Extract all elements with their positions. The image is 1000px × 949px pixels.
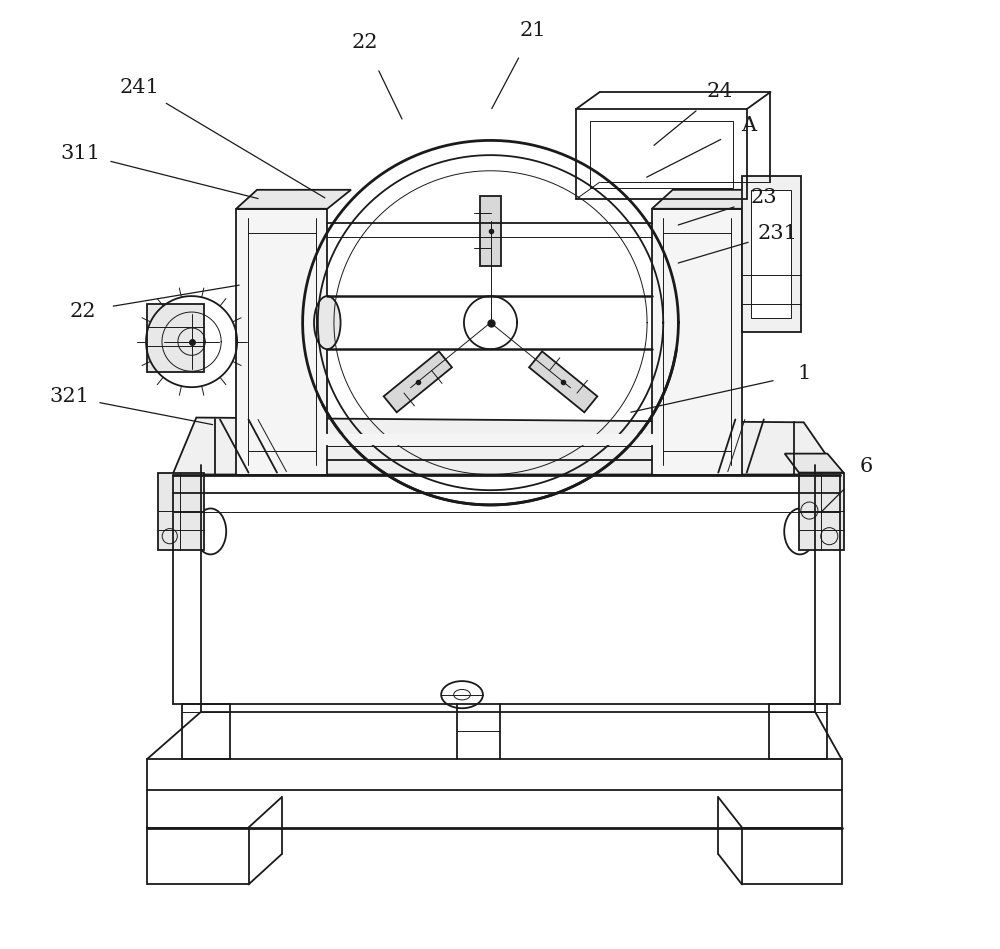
Polygon shape bbox=[799, 473, 844, 550]
Text: 6: 6 bbox=[860, 457, 873, 476]
Polygon shape bbox=[652, 190, 766, 209]
Polygon shape bbox=[480, 195, 501, 266]
Text: A: A bbox=[741, 116, 756, 135]
Polygon shape bbox=[384, 351, 452, 412]
Polygon shape bbox=[529, 351, 597, 412]
Ellipse shape bbox=[314, 296, 341, 349]
Text: 22: 22 bbox=[69, 302, 96, 321]
Polygon shape bbox=[652, 209, 742, 474]
Text: 311: 311 bbox=[60, 144, 101, 163]
Text: 231: 231 bbox=[758, 224, 798, 243]
Text: 321: 321 bbox=[49, 387, 89, 406]
Text: 22: 22 bbox=[352, 33, 378, 52]
Text: 23: 23 bbox=[751, 188, 777, 207]
Polygon shape bbox=[785, 454, 844, 473]
Polygon shape bbox=[158, 473, 204, 550]
Text: 241: 241 bbox=[119, 78, 159, 97]
Text: 1: 1 bbox=[797, 364, 810, 383]
Polygon shape bbox=[742, 176, 801, 332]
Text: 24: 24 bbox=[707, 82, 733, 101]
Polygon shape bbox=[236, 190, 351, 209]
Polygon shape bbox=[236, 209, 327, 474]
Text: 21: 21 bbox=[520, 21, 547, 40]
Polygon shape bbox=[751, 190, 791, 318]
Polygon shape bbox=[147, 304, 204, 372]
Polygon shape bbox=[173, 418, 840, 474]
